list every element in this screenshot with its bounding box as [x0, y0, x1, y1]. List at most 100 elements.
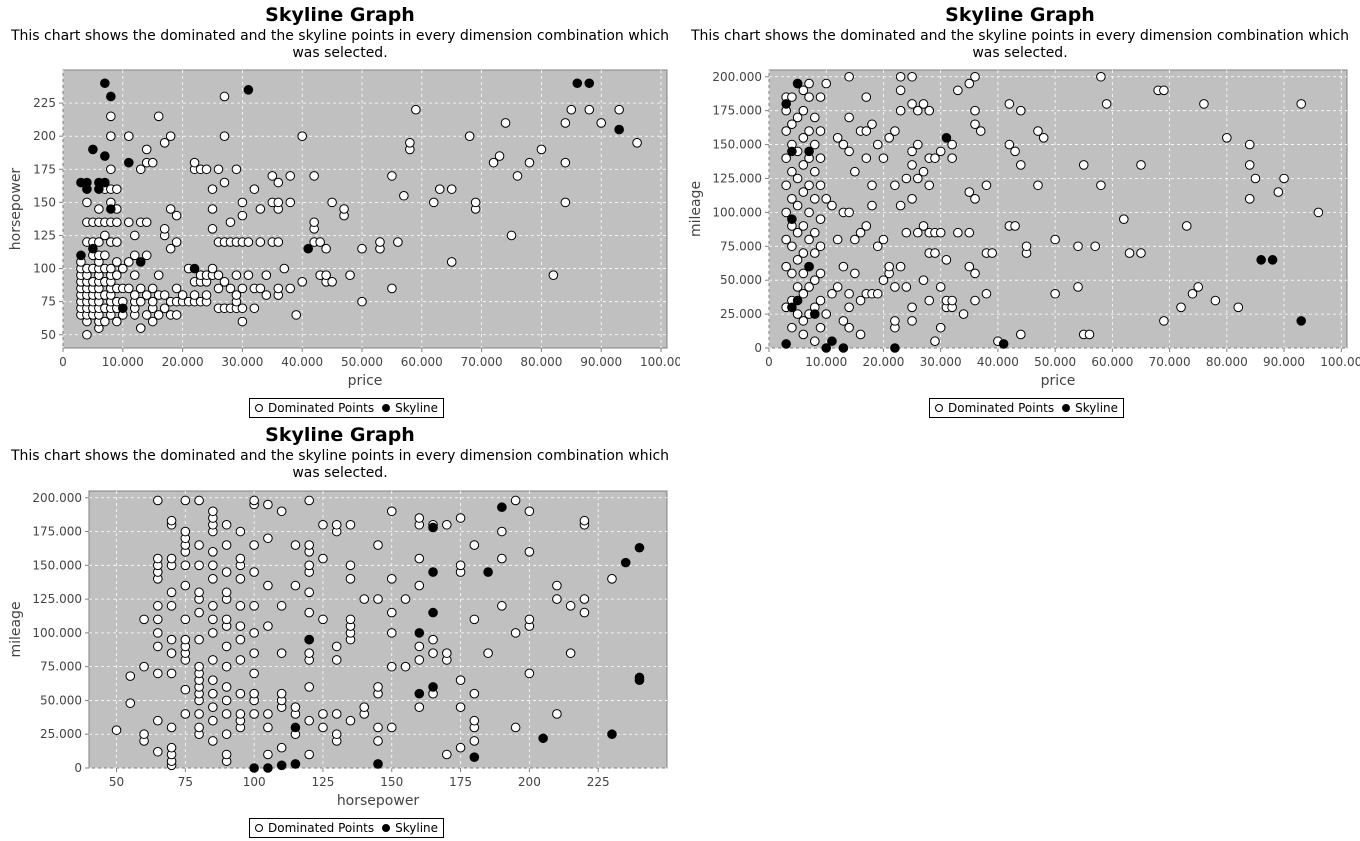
- dominated-point: [414, 655, 425, 665]
- dominated-point: [386, 628, 397, 638]
- skyline-point: [483, 567, 493, 577]
- dominated-point: [166, 601, 177, 611]
- dominated-point: [970, 119, 980, 130]
- dominated-point: [787, 92, 797, 102]
- dominated-point: [304, 749, 314, 760]
- dominated-point: [821, 309, 832, 319]
- dominated-point: [844, 112, 854, 123]
- dominated-point: [798, 160, 809, 170]
- dominated-point: [809, 336, 820, 347]
- dominated-point: [327, 277, 337, 287]
- x-axis-label: horsepower: [337, 793, 420, 809]
- y-tick-label: 100.000: [32, 626, 82, 640]
- y-tick-label: 150.000: [32, 558, 82, 572]
- dominated-point: [373, 594, 383, 604]
- dominated-point: [249, 709, 259, 719]
- dominated-point: [318, 553, 328, 564]
- y-tick-label: 150.000: [712, 138, 762, 152]
- dominated-point: [510, 495, 521, 506]
- dominated-point: [1033, 180, 1043, 191]
- skyline-point: [100, 151, 110, 161]
- dominated-point: [947, 295, 957, 306]
- dominated-point: [1233, 302, 1244, 313]
- dominated-point: [112, 270, 122, 280]
- x-tick-label: 30.000: [221, 355, 263, 369]
- dominated-point: [614, 104, 624, 115]
- skyline-point: [106, 91, 116, 102]
- dominated-point: [446, 257, 457, 267]
- dominated-point: [141, 250, 152, 261]
- skyline-point: [614, 124, 624, 135]
- dominated-point: [815, 268, 826, 279]
- dominated-point: [386, 506, 397, 517]
- dominated-point: [809, 248, 820, 258]
- dominated-point: [781, 234, 791, 245]
- scatter-plot-price-horsepower[interactable]: 0 10.000 20.000 30.000 40.000 50.000 60.000 70.…: [0, 0, 680, 421]
- dominated-point: [804, 126, 814, 136]
- dominated-point: [100, 230, 110, 241]
- skyline-point: [276, 760, 287, 771]
- dominated-point: [855, 329, 866, 340]
- dominated-point: [781, 153, 791, 163]
- dominated-point: [469, 688, 480, 699]
- dominated-point: [373, 722, 383, 733]
- dominated-point: [935, 146, 946, 157]
- y-tick-label: 25.000: [40, 727, 82, 741]
- skyline-point: [781, 99, 791, 109]
- y-tick-label: 225: [33, 96, 56, 110]
- dominated-point: [1181, 221, 1192, 231]
- dominated-point: [304, 495, 314, 506]
- dominated-point: [815, 241, 826, 252]
- dominated-point: [194, 587, 204, 598]
- dominated-point: [798, 187, 809, 197]
- dominated-point: [201, 164, 212, 175]
- x-tick-label: 50: [109, 775, 124, 789]
- dominated-point: [566, 104, 577, 115]
- dominated-point: [964, 261, 975, 272]
- dominated-point: [106, 263, 116, 274]
- dominated-point: [804, 92, 814, 102]
- skyline-point: [787, 214, 797, 224]
- dominated-point: [221, 641, 232, 652]
- dominated-point: [315, 237, 325, 247]
- dominated-point: [792, 173, 803, 184]
- chart-panel-price-horsepower: Skyline Graph This chart shows the domin…: [0, 0, 680, 421]
- dominated-point: [189, 157, 200, 168]
- dominated-point: [1199, 99, 1209, 109]
- dominated-point: [947, 139, 957, 150]
- dominated-point: [500, 118, 511, 128]
- dominated-point: [219, 131, 230, 141]
- x-tick-label: 20.000: [862, 355, 904, 369]
- skyline-point: [792, 295, 803, 306]
- dominated-point: [565, 601, 576, 611]
- dominated-point: [815, 180, 826, 191]
- scatter-plot-price-mileage[interactable]: 0 10.000 20.000 30.000 40.000 50.000 60.000 70.…: [680, 0, 1360, 421]
- x-tick-label: 10.000: [102, 355, 144, 369]
- skyline-point: [787, 302, 797, 313]
- dominated-point: [804, 282, 814, 292]
- dominated-point: [321, 270, 331, 280]
- dominated-point: [207, 263, 218, 274]
- skyline-point: [304, 634, 314, 645]
- dominated-point: [327, 197, 337, 208]
- dominated-point: [512, 171, 523, 181]
- dominated-point: [455, 742, 466, 753]
- dominated-point: [464, 131, 475, 141]
- scatter-plot-horsepower-mileage[interactable]: 50 75 100 125 150 175 200 225 0 25.000 50.000 75.00…: [0, 420, 680, 841]
- dominated-point: [815, 126, 826, 136]
- dominated-point: [171, 210, 182, 221]
- dominated-point: [878, 275, 889, 285]
- dominated-point: [907, 194, 917, 204]
- plot-area: [768, 69, 1348, 349]
- dominated-point: [221, 729, 232, 740]
- dominated-point: [832, 133, 843, 143]
- dominated-point: [318, 709, 328, 719]
- dominated-point: [901, 282, 912, 292]
- dominated-point: [872, 139, 883, 150]
- dominated-point: [208, 675, 218, 685]
- dominated-point: [792, 227, 803, 238]
- dominated-point: [237, 283, 248, 294]
- dominated-point: [207, 184, 218, 194]
- dominated-point: [208, 702, 218, 712]
- dominated-point: [787, 322, 797, 333]
